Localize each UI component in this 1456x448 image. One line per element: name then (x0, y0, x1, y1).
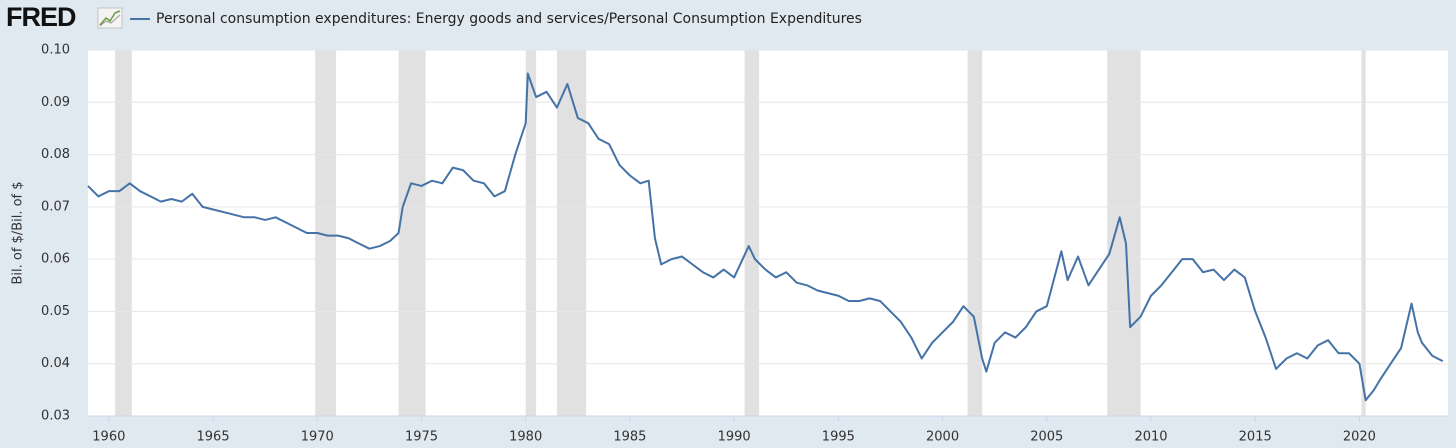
y-tick-label: 0.08 (41, 147, 70, 162)
shaded-period (315, 50, 337, 416)
y-tick-label: 0.04 (41, 356, 70, 371)
logo: FRED (6, 2, 76, 32)
y-tick-label: 0.09 (41, 95, 70, 110)
x-tick-label: 2015 (1239, 430, 1272, 445)
x-tick-label: 1980 (509, 430, 542, 445)
x-tick-label: 1965 (197, 430, 230, 445)
y-tick-label: 0.10 (41, 43, 70, 58)
shaded-period (744, 50, 760, 416)
logo-icon (97, 7, 123, 29)
shaded-period (115, 50, 132, 416)
shaded-period (525, 50, 537, 416)
x-tick-label: 2020 (1343, 430, 1376, 445)
x-tick-label: 2010 (1134, 430, 1167, 445)
y-axis-label: Bil. of $/Bil. of $ (11, 181, 26, 284)
x-tick-label: 1975 (405, 430, 438, 445)
x-tick-label: 2005 (1030, 430, 1063, 445)
x-tick-label: 1990 (718, 430, 751, 445)
y-tick-label: 0.03 (41, 409, 70, 424)
x-tick-label: 1985 (613, 430, 646, 445)
series-line (87, 72, 1444, 402)
x-tick-label: 2000 (926, 430, 959, 445)
y-tick-label: 0.05 (41, 304, 70, 319)
shaded-period (398, 50, 426, 416)
shaded-period (556, 50, 587, 416)
shaded-period (967, 50, 983, 416)
y-tick-label: 0.07 (41, 199, 70, 214)
legend-label: Personal consumption expenditures: Energ… (156, 11, 862, 27)
y-tick-label: 0.06 (41, 252, 70, 267)
x-tick-label: 1995 (822, 430, 855, 445)
x-tick-label: 1970 (301, 430, 334, 445)
plot-area (88, 50, 1448, 416)
x-tick-label: 1960 (92, 430, 125, 445)
shaded-period (1361, 50, 1366, 416)
